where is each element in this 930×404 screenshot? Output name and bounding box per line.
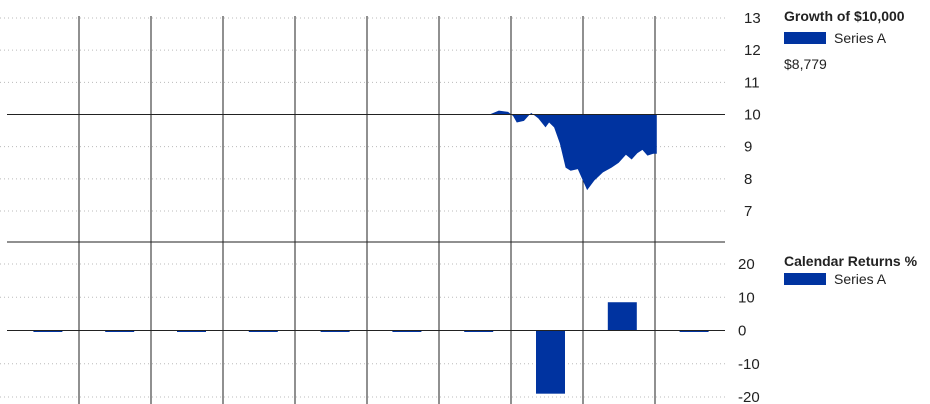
growth-tick-label: 10 [744,107,761,124]
returns-legend: Calendar Returns % Series A [784,253,917,287]
return-bar [536,330,565,394]
growth-area [489,110,657,191]
returns-tick-label: 20 [738,256,755,273]
returns-tick-label: 10 [738,289,755,306]
growth-tick-label: 9 [744,139,752,156]
growth-legend-swatch [784,32,826,44]
growth-tick-label: 8 [744,171,752,188]
growth-final-value: $8,779 [784,56,827,72]
growth-tick-label: 7 [744,203,752,220]
growth-tick-label: 11 [744,74,760,91]
returns-chart-title: Calendar Returns % [784,253,918,269]
growth-legend-item: Series A [784,30,905,46]
growth-legend-label: Series A [834,30,887,46]
growth-legend: Growth of $10,000 Series A $8,779 [784,8,905,72]
returns-tick-label: 0 [738,323,746,340]
growth-tick-label: 12 [744,42,761,59]
returns-legend-swatch [784,273,826,285]
growth-tick-label: 13 [744,10,761,27]
returns-legend-item: Series A [784,271,917,287]
return-bar [607,302,637,331]
growth-chart-title: Growth of $10,000 [784,8,905,24]
returns-tick-label: -10 [738,356,760,373]
returns-legend-label: Series A [834,271,887,287]
returns-tick-label: -20 [738,389,760,404]
